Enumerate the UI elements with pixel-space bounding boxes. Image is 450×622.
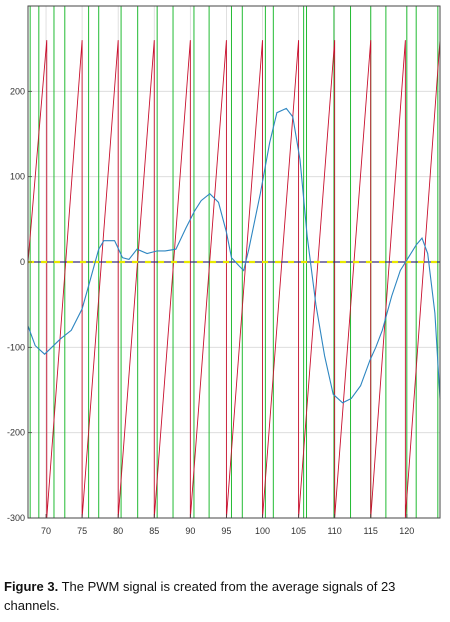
x-tick-label: 80: [113, 526, 123, 536]
x-tick-label: 70: [41, 526, 51, 536]
x-tick-label: 75: [77, 526, 87, 536]
y-tick-label: -300: [7, 513, 25, 523]
average-signal-line: [27, 107, 441, 404]
x-tick-label: 85: [149, 526, 159, 536]
y-tick-label: 0: [20, 257, 25, 267]
x-axis-ticks: 70 75 80 85 90 95 100 105 110 115 120: [41, 514, 414, 536]
y-axis-ticks: -300 -200 -100 0 100 200: [7, 86, 32, 523]
average-signal: [27, 107, 441, 404]
caption-text: The PWM signal is created from the avera…: [4, 579, 396, 613]
x-tick-label: 90: [185, 526, 195, 536]
pwm-chart: -300 -200 -100 0 100 200 70 75 80 85 90 95 100 105 11…: [7, 5, 441, 536]
x-tick-label: 120: [399, 526, 414, 536]
figure-caption: Figure 3. The PWM signal is created from…: [4, 577, 444, 615]
x-tick-label: 110: [327, 526, 341, 536]
y-tick-label: -100: [7, 342, 25, 352]
x-tick-label: 105: [291, 526, 306, 536]
y-tick-label: 200: [10, 86, 25, 96]
y-tick-label: 100: [10, 172, 25, 182]
x-tick-label: 115: [364, 526, 378, 536]
y-tick-label: -200: [7, 428, 25, 438]
caption-label: Figure 3.: [4, 579, 59, 594]
x-tick-label: 95: [221, 526, 231, 536]
x-tick-label: 100: [255, 526, 270, 536]
